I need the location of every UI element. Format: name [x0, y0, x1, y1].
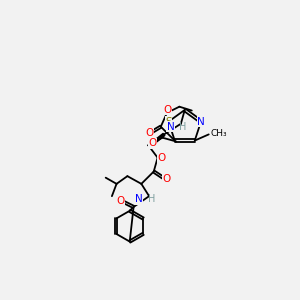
Text: O: O: [116, 196, 124, 206]
Text: H: H: [148, 194, 155, 204]
Text: O: O: [145, 128, 153, 138]
Text: N: N: [197, 117, 205, 127]
Text: O: O: [164, 105, 172, 115]
Text: N: N: [135, 194, 143, 204]
Text: S: S: [165, 117, 172, 127]
Text: N: N: [167, 122, 175, 132]
Text: CH₃: CH₃: [210, 129, 227, 138]
Text: O: O: [158, 153, 166, 164]
Text: O: O: [148, 138, 156, 148]
Text: O: O: [163, 174, 171, 184]
Text: H: H: [178, 122, 186, 132]
